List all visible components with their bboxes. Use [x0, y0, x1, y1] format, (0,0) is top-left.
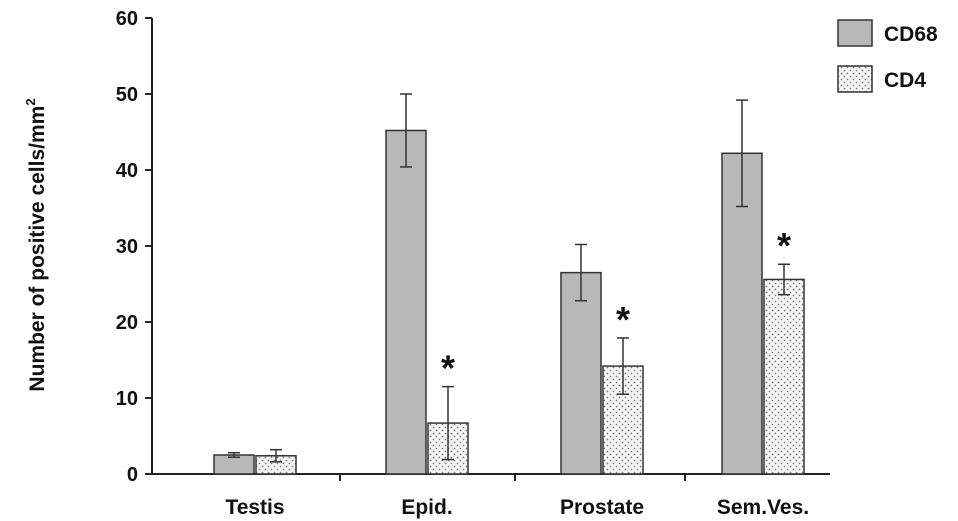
significance-asterisk-2: * [616, 299, 630, 340]
bars [213, 129, 805, 475]
category-label-1: Epid. [401, 496, 452, 519]
bar-cd68-prostate [560, 271, 602, 475]
significance-marks: * * * [441, 225, 791, 388]
significance-asterisk-3: * [777, 225, 791, 266]
bar-cd4-semves [763, 278, 805, 475]
legend-label-cd68: CD68 [884, 23, 938, 46]
y-tick-label-30: 30 [116, 236, 138, 258]
error-bars [228, 93, 790, 463]
y-tick-label-20: 20 [116, 312, 138, 334]
bar-cd68-epid [385, 129, 427, 475]
y-tick-label-50: 50 [116, 84, 138, 106]
legend: CD68 CD4 [837, 19, 938, 93]
y-axis-label: Number of positive cells/mm2 [23, 98, 49, 391]
significance-asterisk-1: * [441, 348, 455, 389]
legend-swatch-cd4 [837, 65, 873, 93]
category-label-3: Sem.Ves. [717, 496, 809, 519]
y-ticks: 0 10 20 30 40 50 60 [116, 8, 152, 486]
y-tick-label-60: 60 [116, 8, 138, 30]
legend-label-cd4: CD4 [884, 69, 926, 92]
y-tick-label-40: 40 [116, 160, 138, 182]
y-tick-label-10: 10 [116, 388, 138, 410]
y-tick-label-0: 0 [127, 464, 138, 486]
legend-swatch-cd68 [837, 19, 873, 47]
category-label-0: Testis [225, 496, 284, 519]
category-labels: Testis Epid. Prostate Sem.Ves. [225, 496, 809, 519]
category-label-2: Prostate [560, 496, 644, 519]
